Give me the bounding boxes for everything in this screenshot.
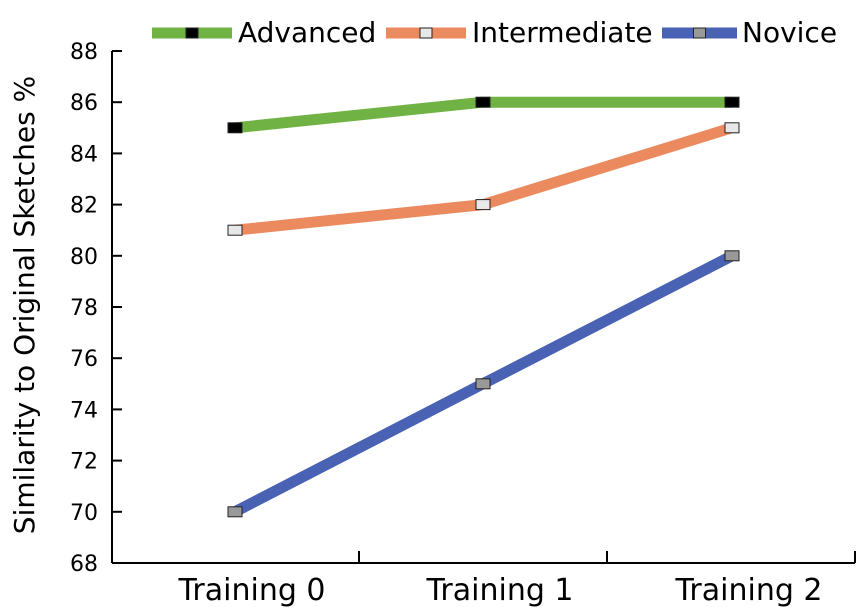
data-point (475, 199, 491, 211)
y-tick-label: 82 (70, 194, 98, 219)
data-point (227, 224, 243, 236)
y-tick-label: 72 (70, 450, 98, 475)
series-advanced (227, 96, 740, 134)
data-point (227, 122, 243, 134)
legend-marker (185, 27, 199, 39)
series-line (234, 122, 734, 236)
legend-label: Advanced (238, 16, 376, 49)
y-axis: 68 70 72 74 76 78 80 82 84 86 88 (70, 40, 122, 577)
y-tick-label: 70 (70, 501, 98, 526)
series-intermediate (227, 122, 740, 236)
legend-item-intermediate: Intermediate (386, 16, 653, 49)
legend-item-advanced: Advanced (152, 16, 376, 49)
x-axis: Training 0 Training 1 Training 2 (112, 551, 856, 607)
y-tick-label: 86 (70, 91, 98, 116)
y-tick-label: 74 (70, 398, 98, 423)
legend-label: Novice (742, 16, 837, 49)
legend: Advanced Intermediate Novice (152, 16, 837, 49)
legend-marker (693, 27, 706, 39)
series-novice (227, 250, 740, 518)
x-tick-label: Training 0 (178, 573, 326, 607)
data-point (724, 122, 740, 134)
legend-item-novice: Novice (662, 16, 837, 49)
legend-marker (419, 27, 433, 39)
y-tick-label: 84 (70, 142, 98, 167)
y-tick-label: 88 (70, 40, 98, 65)
legend-label: Intermediate (472, 16, 653, 49)
data-point (475, 378, 491, 390)
data-point (724, 96, 740, 108)
x-tick-label: Training 1 (426, 573, 574, 607)
data-point (475, 96, 491, 108)
y-tick-label: 80 (70, 245, 98, 270)
y-axis-label: Similarity to Original Sketches % (8, 76, 41, 534)
series-group (227, 96, 740, 518)
y-tick-label: 78 (70, 296, 98, 321)
y-tick-label: 76 (70, 347, 98, 372)
x-tick-label: Training 2 (675, 573, 823, 607)
data-point (227, 506, 243, 518)
data-point (724, 250, 740, 262)
y-tick-label: 68 (70, 552, 98, 577)
